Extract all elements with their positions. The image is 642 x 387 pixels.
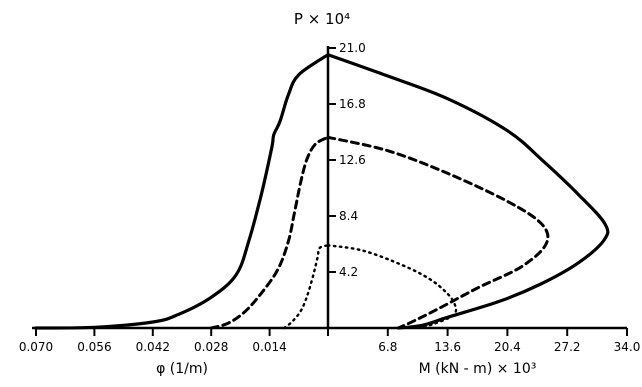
phi-tick-label: 0.014 bbox=[252, 340, 286, 354]
phi-tick-label: 0.070 bbox=[19, 340, 53, 354]
phi-axis-title: φ (1/m) bbox=[156, 361, 208, 377]
phi-tick-label: 0.056 bbox=[77, 340, 111, 354]
dotted-phi-curve bbox=[283, 244, 330, 330]
moment-axis-title: M (kN - m) × 10³ bbox=[419, 361, 537, 377]
moment-tick-label: 27.2 bbox=[554, 340, 581, 354]
y-tick-label: 4.2 bbox=[339, 265, 358, 279]
moment-tick-label: 6.8 bbox=[378, 340, 397, 354]
dashed-phi-curve bbox=[209, 135, 330, 330]
moment-tick-label: 34.0 bbox=[614, 340, 641, 354]
y-tick-label: 12.6 bbox=[339, 153, 366, 167]
dotted-moment-curve bbox=[326, 244, 458, 330]
solid-moment-curve bbox=[326, 53, 610, 330]
phi-tick-label: 0.042 bbox=[136, 340, 170, 354]
curves-layer bbox=[34, 53, 610, 330]
dashed-moment-curve bbox=[326, 135, 550, 330]
phi-tick-label: 0.028 bbox=[194, 340, 228, 354]
axes-layer bbox=[32, 46, 627, 330]
ticks-layer: 4.2 8.4 12.6 16.8 21.0 0.070 0.056 0.042 0.028 0.… bbox=[19, 41, 641, 354]
moment-tick-label: 20.4 bbox=[494, 340, 521, 354]
solid-phi-curve bbox=[34, 53, 330, 330]
y-axis-title: P × 10⁴ bbox=[294, 10, 350, 28]
y-tick-label: 21.0 bbox=[339, 41, 366, 55]
moment-tick-label: 13.6 bbox=[434, 340, 461, 354]
y-tick-label: 8.4 bbox=[339, 209, 358, 223]
y-tick-label: 16.8 bbox=[339, 97, 366, 111]
